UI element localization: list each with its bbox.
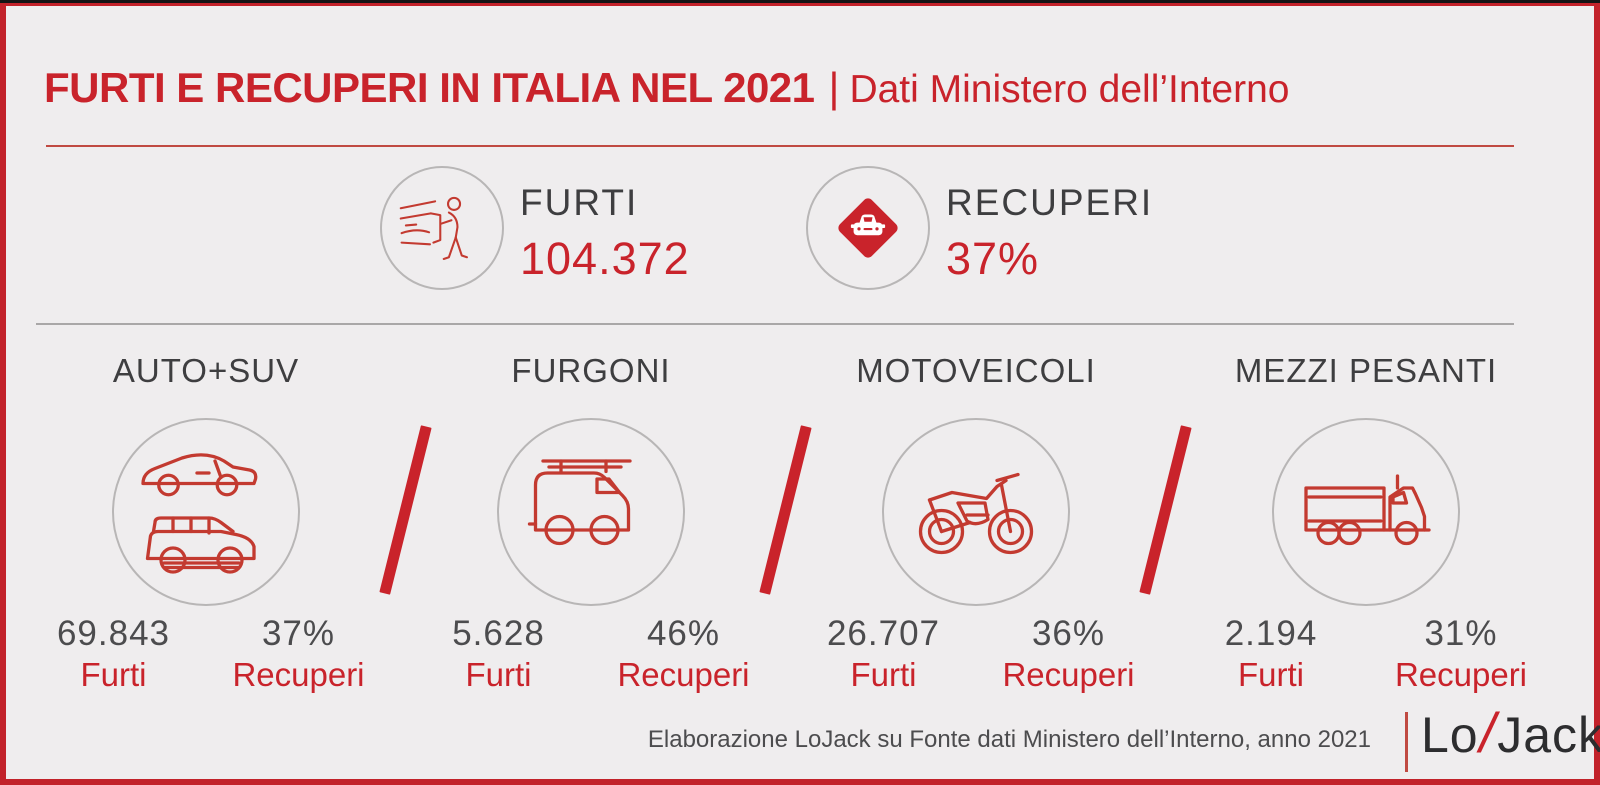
recovery-pin-icon	[838, 198, 898, 258]
recuperi-stat: 37% Recuperi	[206, 614, 391, 694]
title-main: FURTI E RECUPERI IN ITALIA NEL 2021	[44, 64, 815, 111]
furti-stat: 26.707 Furti	[791, 614, 976, 694]
furti-label: FURTI	[520, 182, 639, 223]
category-title: MOTOVEICOLI	[856, 352, 1096, 389]
furti-icon-circle	[380, 166, 504, 290]
furti-value: 104.372	[520, 233, 690, 284]
recuperi-stat-value: 31%	[1424, 614, 1498, 653]
recuperi-stat: 36% Recuperi	[976, 614, 1161, 694]
furti-stat-value: 69.843	[56, 614, 171, 653]
category-icon-circle	[1272, 418, 1460, 606]
furti-stat: 2.194 Furti	[1176, 614, 1366, 694]
logo-part-lo: Lo	[1421, 707, 1479, 763]
furti-summary: FURTI 104.372	[520, 182, 690, 285]
footer-divider	[1405, 712, 1408, 772]
furti-stat-label: Furti	[1238, 656, 1304, 693]
page-title: FURTI E RECUPERI IN ITALIA NEL 2021 | Dati…	[44, 64, 1524, 112]
title-separator: |	[828, 64, 840, 111]
recuperi-stat-label: Recuperi	[617, 656, 750, 693]
footer-source-text: Elaborazione LoJack su Fonte dati Minist…	[647, 726, 1371, 753]
recuperi-label: RECUPERI	[946, 182, 1154, 223]
recuperi-stat-value: 46%	[646, 614, 721, 653]
category-icon-circle	[882, 418, 1070, 606]
category-stats: 69.843 Furti 37% Recuperi	[21, 614, 391, 694]
title-subtitle: Dati Ministero dell’Interno	[849, 68, 1290, 111]
lojack-logo: Lo/Jack®	[1421, 705, 1600, 764]
furti-stat-value: 26.707	[826, 614, 941, 653]
recuperi-stat-label: Recuperi	[1394, 656, 1528, 693]
furti-stat: 69.843 Furti	[21, 614, 206, 694]
recuperi-stat-value: 36%	[1031, 614, 1106, 653]
category-icon-circle	[497, 418, 685, 606]
furti-stat-label: Furti	[80, 656, 147, 693]
category-title: MEZZI PESANTI	[1234, 352, 1498, 389]
category-mezzi-pesanti: MEZZI PESANTI 2.194 Furti 31%	[1176, 352, 1556, 702]
category-stats: 26.707 Furti 36% Recuperi	[791, 614, 1161, 694]
furti-stat-label: Furti	[465, 656, 532, 693]
car-thief-icon	[399, 196, 468, 260]
furti-stat-value: 2.194	[1224, 614, 1318, 653]
section-divider	[36, 323, 1514, 325]
title-divider	[46, 145, 1514, 147]
recuperi-icon-circle	[806, 166, 930, 290]
recuperi-stat-value: 37%	[261, 614, 336, 653]
furti-stat: 5.628 Furti	[406, 614, 591, 694]
recuperi-stat: 31% Recuperi	[1366, 614, 1556, 694]
recuperi-summary: RECUPERI 37%	[946, 182, 1153, 285]
window-top-edge	[0, 0, 1600, 3]
category-stats: 2.194 Furti 31% Recuperi	[1176, 614, 1556, 694]
category-title: AUTO+SUV	[112, 352, 300, 389]
truck-icon	[1304, 474, 1431, 546]
sedan-suv-icon	[141, 453, 258, 574]
logo-part-jack: Jack	[1497, 707, 1600, 763]
recuperi-value: 37%	[946, 233, 1040, 284]
furti-stat-label: Furti	[850, 656, 917, 693]
recuperi-stat: 46% Recuperi	[591, 614, 776, 694]
category-icon-circle	[112, 418, 300, 606]
category-furgoni: FURGONI 5.628 Furti 46% Recuperi	[406, 352, 776, 702]
recuperi-stat-label: Recuperi	[232, 656, 365, 693]
category-motoveicoli: MOTOVEICOLI 26.707 Furti 36	[791, 352, 1161, 702]
category-stats: 5.628 Furti 46% Recuperi	[406, 614, 776, 694]
category-auto-suv: AUTO+SUV 69.843 Furti	[21, 352, 391, 702]
motorcycle-icon	[918, 472, 1034, 555]
category-title: FURGONI	[511, 352, 671, 389]
furti-stat-value: 5.628	[452, 614, 545, 653]
recuperi-stat-label: Recuperi	[1002, 656, 1135, 693]
van-icon	[527, 459, 632, 546]
